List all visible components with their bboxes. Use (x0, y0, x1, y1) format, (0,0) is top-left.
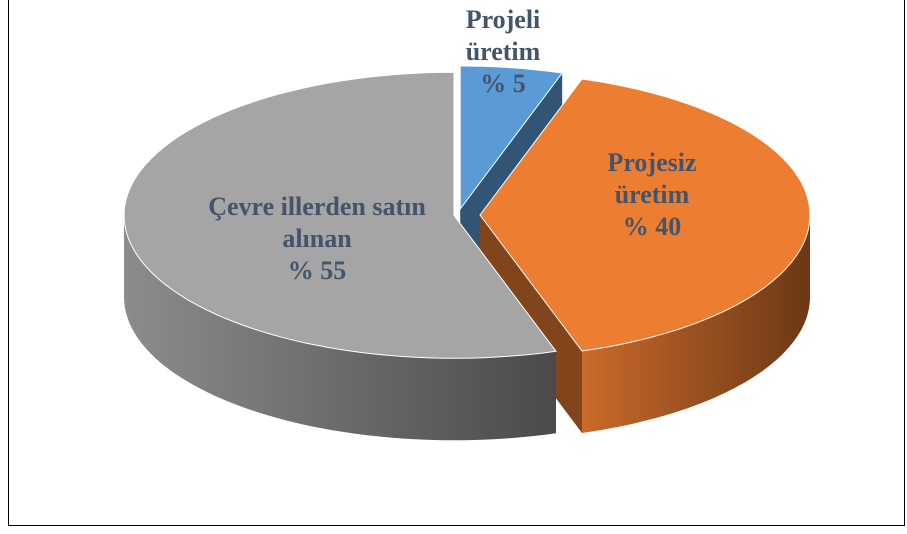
slice-top (459, 65, 564, 211)
value-label: % 5 (480, 69, 526, 98)
frame (8, 0, 905, 526)
data-label: Projeli üretim % 5 (443, 4, 563, 100)
data-label: Çevre illerden satın alınan % 55 (202, 191, 432, 287)
slice-top (479, 78, 811, 352)
slice-top (123, 71, 557, 359)
category-label: Çevre illerden satın alınan (208, 192, 426, 253)
value-label: % 55 (287, 256, 347, 285)
slice-wall (124, 215, 556, 441)
data-label: Projesiz üretim % 40 (582, 147, 722, 243)
slice-wall (582, 215, 810, 433)
category-label: Projeli üretim (465, 5, 541, 66)
category-label: Projesiz üretim (607, 148, 697, 209)
value-label: % 40 (622, 212, 682, 241)
